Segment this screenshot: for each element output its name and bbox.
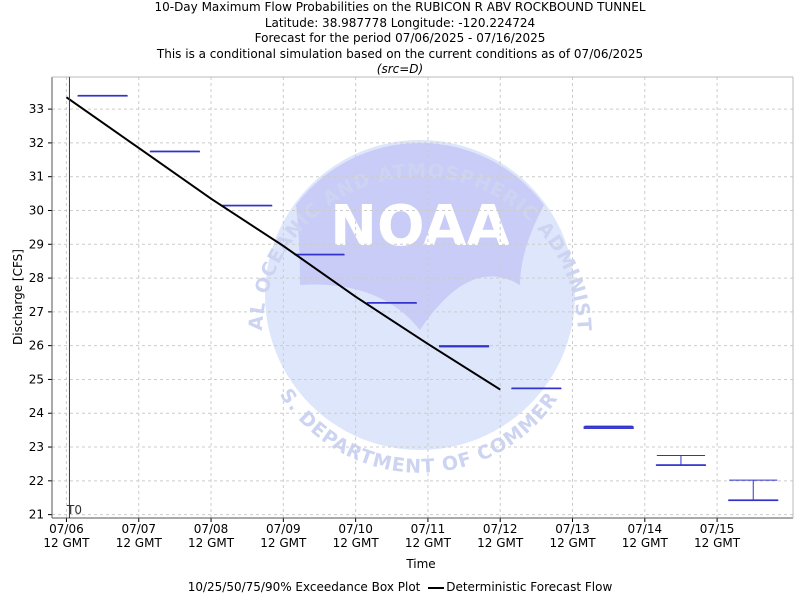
exceedance-box <box>366 302 417 304</box>
chart-titles: 10-Day Maximum Flow Probabilities on the… <box>0 0 800 78</box>
x-axis-label: Time <box>405 557 435 571</box>
legend-line-label: Deterministic Forecast Flow <box>446 580 613 594</box>
y-tick-label: 28 <box>29 271 44 285</box>
deterministic-forecast-line <box>65 96 501 391</box>
x-tick-label-date: 07/13 <box>555 522 590 536</box>
y-tick-label: 22 <box>29 474 44 488</box>
x-tick-label-date: 07/06 <box>49 522 84 536</box>
x-tick-label-time: 12 GMT <box>549 536 596 550</box>
exceedance-box <box>728 479 779 502</box>
chart-subtitle-location: Latitude: 38.987778 Longitude: -120.2247… <box>264 15 536 30</box>
y-tick-label: 29 <box>29 237 44 251</box>
grid <box>52 77 793 518</box>
y-axis-label: Discharge [CFS] <box>11 249 25 345</box>
series-lines <box>65 96 501 391</box>
exceedance-box <box>294 253 345 256</box>
legend: 10/25/50/75/90% Exceedance Box Plot Dete… <box>0 580 800 594</box>
chart-subtitle-period: Forecast for the period 07/06/2025 - 07/… <box>254 31 546 45</box>
exceedance-box <box>77 94 128 97</box>
y-tick-label: 21 <box>29 508 44 522</box>
t0-label: T0 <box>66 503 82 517</box>
x-tick-label-date: 07/15 <box>700 522 735 536</box>
exceedance-box <box>511 387 562 390</box>
x-tick-label-time: 12 GMT <box>43 536 90 550</box>
exceedance-box <box>149 150 200 153</box>
y-tick-label: 31 <box>29 170 44 184</box>
noaa-logo-text: NOAA <box>330 194 510 259</box>
x-tick-label-time: 12 GMT <box>116 536 163 550</box>
x-tick-label-date: 07/12 <box>483 522 518 536</box>
x-tick-label-time: 12 GMT <box>622 536 669 550</box>
x-tick-label-time: 12 GMT <box>260 536 307 550</box>
exceedance-box <box>438 345 490 348</box>
chart-subtitle-source: (src=D) <box>376 62 424 76</box>
exceedance-box <box>222 204 273 207</box>
legend-box-label: 10/25/50/75/90% Exceedance Box Plot <box>187 580 421 594</box>
y-tick-label: 24 <box>29 406 44 420</box>
x-tick-label-date: 07/07 <box>121 522 156 536</box>
x-tick-label-date: 07/08 <box>194 522 229 536</box>
exceedance-box <box>655 454 707 466</box>
x-tick-label-time: 12 GMT <box>333 536 380 550</box>
y-tick-label: 30 <box>29 203 44 217</box>
exceedance-box <box>583 425 634 429</box>
x-tick-label-date: 07/09 <box>266 522 301 536</box>
y-tick-label: 26 <box>29 339 44 353</box>
noaa-emblem-upper <box>296 142 544 330</box>
y-tick-label: 25 <box>29 372 44 386</box>
chart-subtitle-conditions: This is a conditional simulation based o… <box>156 46 644 61</box>
x-tick-label-date: 07/10 <box>338 522 373 536</box>
y-tick-label: 27 <box>29 305 44 319</box>
legend-line-swatch <box>428 586 445 589</box>
y-tick-labels: 21 22 23 24 25 26 27 28 29 30 31 32 33 <box>29 102 44 522</box>
axes <box>48 76 794 522</box>
noaa-watermark: NOAA NATIONAL OCEANIC AND ATMOSPHERIC AD… <box>0 0 594 478</box>
y-tick-label: 32 <box>29 136 44 150</box>
x-tick-label-date: 07/11 <box>411 522 446 536</box>
x-tick-label-date: 07/14 <box>628 522 663 536</box>
x-tick-label-time: 12 GMT <box>188 536 235 550</box>
x-tick-label-time: 12 GMT <box>477 536 524 550</box>
x-tick-label-time: 12 GMT <box>694 536 741 550</box>
y-tick-label: 33 <box>29 102 44 116</box>
x-tick-label-time: 12 GMT <box>405 536 452 550</box>
chart-title: 10-Day Maximum Flow Probabilities on the… <box>154 0 646 14</box>
y-tick-label: 23 <box>29 440 44 454</box>
